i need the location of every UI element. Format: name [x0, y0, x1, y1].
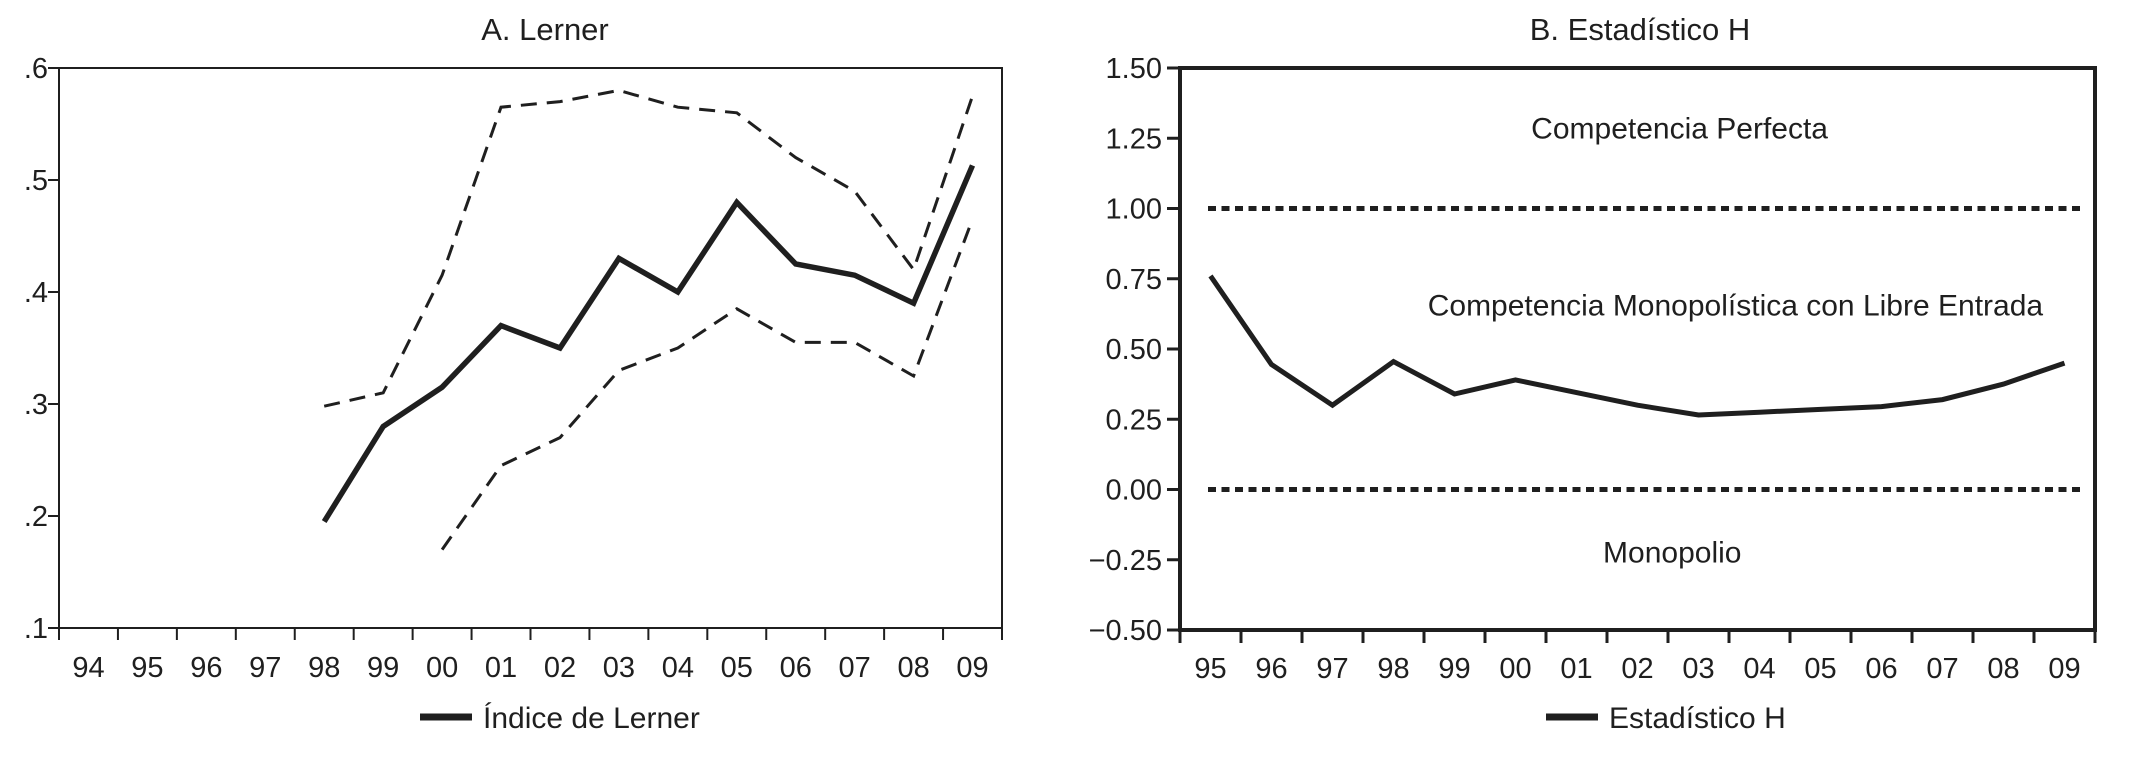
x-axis-year-label: 03	[603, 652, 635, 684]
x-axis-year-label: 96	[190, 652, 222, 684]
legend-lerner: Índice de Lerner	[420, 702, 700, 735]
y-axis-tick-label: 0.50	[1106, 334, 1162, 366]
x-axis-year-label: 05	[1804, 653, 1836, 685]
region-label-competencia-perfecta: Competencia Perfecta	[1531, 112, 1828, 145]
x-axis-year-label: 01	[485, 652, 517, 684]
y-axis-tick-label: 1.00	[1106, 194, 1162, 226]
x-axis-year-label: 98	[1377, 653, 1409, 685]
x-axis-year-label: 02	[544, 652, 576, 684]
x-axis-year-label: 02	[1621, 653, 1653, 685]
x-axis-year-label: 06	[780, 652, 812, 684]
x-axis-year-label: 04	[1743, 653, 1775, 685]
x-axis-year-label: 08	[1987, 653, 2019, 685]
series-confidence-band-lower	[440, 218, 974, 551]
y-axis-tick-label: 1.50	[1106, 53, 1162, 85]
y-axis-tick-label: .2	[24, 501, 48, 533]
x-axis-year-label: 97	[1316, 653, 1348, 685]
y-axis-tick-label: 1.25	[1106, 123, 1162, 155]
series-confidence-band-upper	[323, 88, 974, 408]
panel-lerner: A. Lerner .6 .5 .4 .3 .2 .1 94 95 96 97 98 99 00 01 02…	[0, 0, 1066, 762]
plot-area-estadistico-h: 1.50 1.25 1.00 0.75 0.50 0.25 0.00 −0.25 −0.50 95…	[1089, 53, 2097, 685]
chart-estadistico-h: B. Estadístico H 1.50 1.25 1.00 0.75 0.50 0.2…	[1089, 12, 2097, 735]
x-axis-year-label: 07	[839, 652, 871, 684]
x-axis-year-label: 95	[1194, 653, 1226, 685]
plot-area-lerner: .6 .5 .4 .3 .2 .1 94 95 96 97 98 99 00 01 02 03 04 05 06 07…	[24, 53, 1003, 684]
legend-label-lerner: Índice de Lerner	[483, 702, 700, 735]
region-label-monopolio: Monopolio	[1603, 537, 1741, 570]
x-axis-year-label: 97	[249, 652, 281, 684]
x-axis-year-label: 94	[72, 652, 104, 684]
x-axis-year-label: 96	[1255, 653, 1287, 685]
x-axis-year-label: 03	[1682, 653, 1714, 685]
x-axis-year-label: 08	[897, 652, 929, 684]
region-label-competencia-monopol-stica-con-libre-entrada: Competencia Monopolística con Libre Entr…	[1428, 289, 2044, 322]
y-axis-tick-label: .4	[24, 277, 48, 309]
x-axis-year-label: 98	[308, 652, 340, 684]
x-axis-year-label: 04	[662, 652, 694, 684]
y-axis-tick-label: 0.75	[1106, 264, 1162, 296]
x-axis-year-label: 00	[426, 652, 458, 684]
y-axis-tick-label: .1	[24, 613, 48, 645]
legend-estadistico-h: Estadístico H	[1546, 702, 1786, 735]
x-axis-year-label: 06	[1865, 653, 1897, 685]
y-axis-tick-label: −0.25	[1089, 545, 1162, 577]
chart-title-estadistico-h: B. Estadístico H	[1530, 12, 1751, 47]
chart-lerner: A. Lerner .6 .5 .4 .3 .2 .1 94 95 96 97 98 99 00 01 02…	[24, 12, 1003, 735]
y-axis-tick-label: 0.25	[1106, 404, 1162, 436]
axis-frame	[58, 67, 1003, 629]
x-axis-year-label: 09	[2048, 653, 2080, 685]
x-axis-year-label: 09	[956, 652, 988, 684]
y-axis-tick-label: .5	[24, 165, 48, 197]
x-axis-year-label: 00	[1499, 653, 1531, 685]
y-axis-tick-label: −0.50	[1089, 615, 1162, 647]
x-axis-year-label: 01	[1560, 653, 1592, 685]
panel-estadistico-h: B. Estadístico H 1.50 1.25 1.00 0.75 0.50 0.2…	[1066, 0, 2133, 762]
x-axis-year-label: 95	[131, 652, 163, 684]
x-axis-year-label: 05	[721, 652, 753, 684]
series-point-estimate	[1208, 274, 2066, 418]
y-axis-tick-label: .3	[24, 389, 48, 421]
series-point-estimate	[321, 164, 976, 524]
y-axis-tick-label: .6	[24, 53, 48, 85]
x-axis-year-label: 07	[1926, 653, 1958, 685]
legend-label-estadistico-h: Estadístico H	[1609, 702, 1786, 735]
x-axis-year-label: 99	[367, 652, 399, 684]
x-axis-year-label: 99	[1438, 653, 1470, 685]
chart-title-lerner: A. Lerner	[481, 12, 609, 47]
y-axis-tick-label: 0.00	[1106, 475, 1162, 507]
